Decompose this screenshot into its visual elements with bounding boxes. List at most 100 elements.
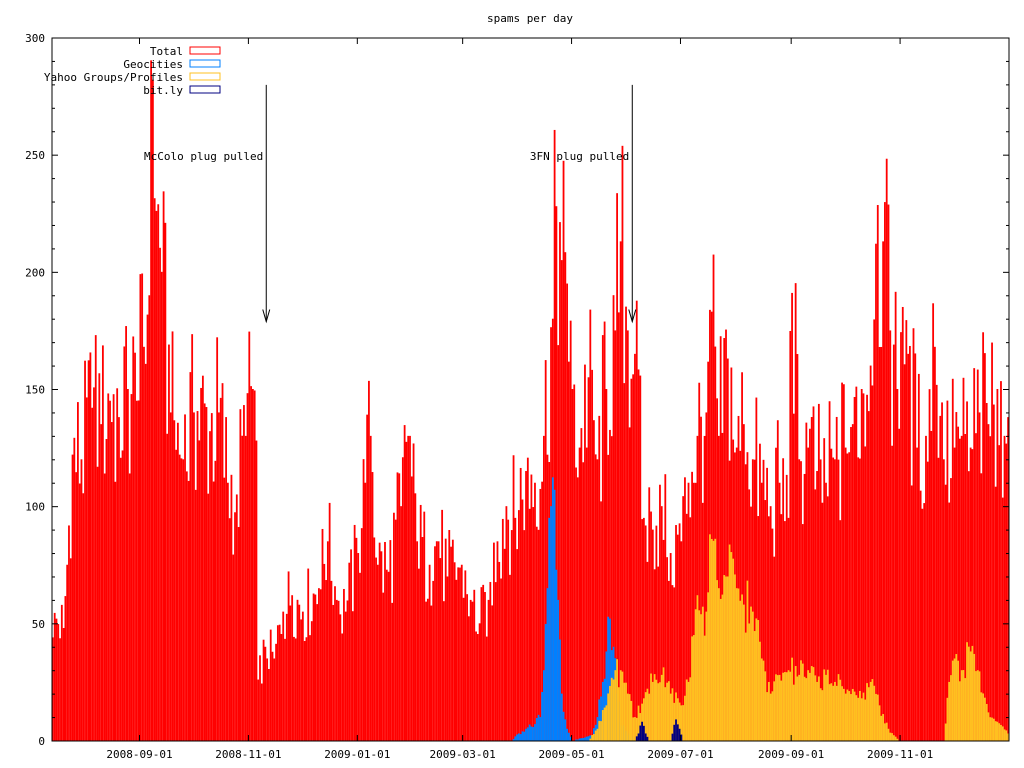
total-bar xyxy=(894,291,897,742)
total-bar xyxy=(450,546,452,742)
total-bar xyxy=(396,472,399,742)
total-bar xyxy=(434,546,436,742)
total-bar xyxy=(53,612,56,742)
total-bar xyxy=(303,641,306,742)
total-bar xyxy=(466,594,469,742)
total-bar xyxy=(475,631,477,742)
total-bar xyxy=(280,633,283,742)
geocities-bar xyxy=(532,727,535,742)
total-bar xyxy=(530,474,533,742)
yahoo-groups-profiles-bar xyxy=(787,670,790,742)
total-bar xyxy=(305,637,308,742)
bit-ly-bar xyxy=(646,736,649,742)
total-bar xyxy=(169,412,172,742)
yahoo-groups-profiles-bar xyxy=(996,721,999,742)
total-bar xyxy=(507,519,510,742)
yahoo-groups-profiles-bar xyxy=(785,672,788,742)
total-bar xyxy=(534,482,536,742)
yahoo-groups-profiles-bar xyxy=(782,672,785,742)
yahoo-groups-profiles-bar xyxy=(721,594,724,742)
total-bar xyxy=(318,588,320,742)
total-bar xyxy=(576,477,579,742)
total-bar xyxy=(228,518,231,742)
total-bar xyxy=(992,404,995,742)
geocities-bar xyxy=(518,733,520,742)
yahoo-groups-profiles-bar xyxy=(657,683,660,742)
total-bar xyxy=(493,542,495,742)
total-bar xyxy=(310,621,313,742)
total-bar xyxy=(630,378,633,742)
total-bar xyxy=(580,428,583,742)
total-bar xyxy=(78,483,81,742)
total-bar xyxy=(984,353,986,742)
yahoo-groups-profiles-bar xyxy=(846,689,849,742)
total-bar xyxy=(103,473,106,742)
total-bar xyxy=(284,638,286,742)
total-bar xyxy=(457,567,460,742)
total-bar xyxy=(634,353,636,742)
yahoo-groups-profiles-bar xyxy=(723,575,726,742)
yahoo-groups-profiles-bar xyxy=(851,688,854,742)
yahoo-groups-profiles-bar xyxy=(885,722,888,742)
chart-title: spams per day xyxy=(487,12,573,25)
total-bar xyxy=(94,335,97,742)
total-bar xyxy=(628,427,631,742)
total-bar xyxy=(212,481,215,742)
total-bar xyxy=(178,454,181,742)
total-bar xyxy=(134,352,136,742)
geocities-bar xyxy=(544,623,547,742)
yahoo-groups-profiles-bar xyxy=(989,717,992,742)
total-bar xyxy=(244,435,247,742)
total-bar xyxy=(892,344,895,742)
yahoo-groups-profiles-bar xyxy=(628,694,631,742)
total-bar xyxy=(459,567,461,742)
yahoo-groups-profiles-bar xyxy=(634,717,636,742)
total-bar xyxy=(366,414,369,742)
geocities-bar xyxy=(525,728,527,742)
y-tick-label: 0 xyxy=(38,735,45,748)
total-bar xyxy=(842,384,845,742)
total-bar xyxy=(1000,381,1002,742)
total-bar xyxy=(55,618,58,742)
total-bar xyxy=(357,553,360,742)
total-bar xyxy=(480,587,483,742)
total-bar xyxy=(582,462,585,742)
yahoo-groups-profiles-bar xyxy=(998,723,1001,742)
total-bar xyxy=(316,604,319,742)
yahoo-groups-profiles-bar xyxy=(807,670,810,742)
yahoo-groups-profiles-bar xyxy=(684,695,686,742)
geocities-bar xyxy=(534,724,536,742)
yahoo-groups-profiles-bar xyxy=(985,703,988,742)
total-bar xyxy=(141,273,144,742)
total-bar xyxy=(421,537,424,742)
yahoo-groups-profiles-bar xyxy=(742,604,745,742)
total-bar xyxy=(428,564,431,742)
total-bar xyxy=(987,424,990,742)
annotation-arrow-head xyxy=(262,309,271,324)
total-bar xyxy=(75,472,78,742)
total-bar xyxy=(85,397,88,742)
x-axis: 2008-09-01 2008-11-01 2009-01-01 2009-03-01… xyxy=(106,38,933,761)
total-bar xyxy=(909,345,911,742)
total-bar xyxy=(903,364,906,742)
total-bar xyxy=(523,530,526,742)
total-bar xyxy=(617,312,620,742)
total-bar xyxy=(344,611,347,742)
yahoo-groups-profiles-bar xyxy=(801,663,804,742)
y-tick-label: 200 xyxy=(25,266,45,279)
total-bar xyxy=(309,635,311,742)
total-bar xyxy=(278,624,281,742)
geocities-bar xyxy=(553,489,556,742)
total-bar xyxy=(378,542,381,742)
geocities-bar xyxy=(530,726,533,742)
total-bar xyxy=(432,580,435,742)
yahoo-groups-profiles-bar xyxy=(707,592,710,742)
geocities-bar xyxy=(562,711,565,742)
total-bar xyxy=(118,417,120,742)
yahoo-groups-profiles-bar xyxy=(710,538,713,742)
yahoo-groups-profiles-bar xyxy=(842,688,845,742)
yahoo-groups-profiles-bar xyxy=(860,698,863,742)
total-bar xyxy=(394,519,397,742)
total-bar xyxy=(339,614,342,742)
